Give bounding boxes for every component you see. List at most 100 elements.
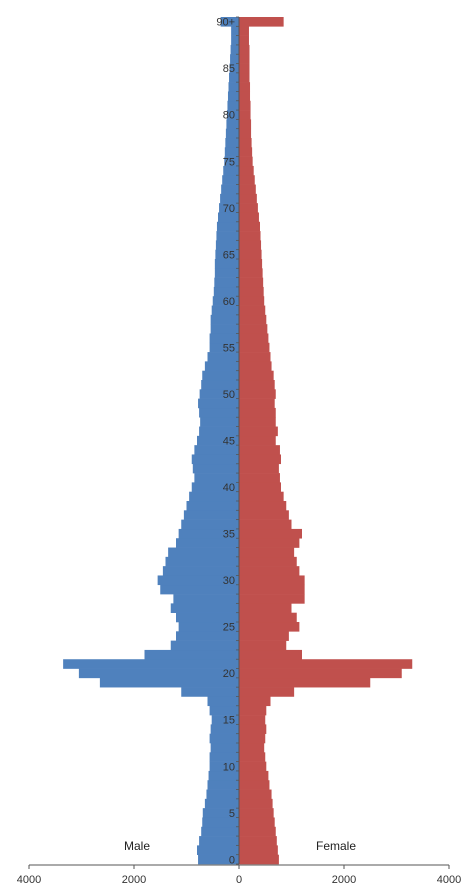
y-tick-label-55: 55 bbox=[223, 342, 235, 354]
male-bar-age-12 bbox=[210, 743, 239, 753]
female-bar-age-22 bbox=[239, 649, 302, 660]
female-bar-age-57 bbox=[239, 324, 268, 334]
male-bar-age-64 bbox=[214, 259, 239, 269]
male-bar-age-6 bbox=[204, 798, 240, 809]
male-bar-age-9 bbox=[208, 770, 239, 781]
female-bar-age-46 bbox=[239, 426, 278, 437]
male-bar-age-22 bbox=[144, 649, 239, 660]
male-bar-age-44 bbox=[194, 445, 240, 455]
male-bar-age-62 bbox=[214, 277, 239, 288]
male-bar-age-18 bbox=[181, 687, 239, 697]
female-bar-age-80 bbox=[239, 110, 251, 120]
male-bar-age-3 bbox=[201, 826, 239, 837]
male-bar-age-41 bbox=[194, 473, 240, 483]
y-tick-label-40: 40 bbox=[223, 482, 235, 494]
male-bar-age-69 bbox=[218, 212, 239, 223]
male-bar-age-89 bbox=[231, 26, 240, 36]
male-bar-age-73 bbox=[222, 175, 239, 185]
female-bar-age-6 bbox=[239, 798, 273, 809]
female-bar-age-7 bbox=[239, 789, 272, 800]
female-bar-age-23 bbox=[239, 640, 287, 651]
male-bar-age-4 bbox=[202, 817, 239, 828]
y-tick-label-65: 65 bbox=[223, 249, 235, 261]
female-bar-age-18 bbox=[239, 687, 295, 697]
y-tick-label-50: 50 bbox=[223, 389, 235, 401]
axes: 0 5 10 15 20 25 30 35 40 45 50 55 60 65 70 75 80 85 90+ 400… bbox=[17, 16, 461, 886]
female-bar-age-15 bbox=[239, 715, 266, 725]
female-bar-age-34 bbox=[239, 538, 300, 548]
male-bar-age-56 bbox=[209, 333, 239, 344]
male-bar-age-61 bbox=[213, 286, 239, 297]
female-bar-age-64 bbox=[239, 259, 263, 269]
female-bar-age-54 bbox=[239, 352, 271, 362]
male-bar-age-71 bbox=[220, 193, 239, 204]
female-bar-age-59 bbox=[239, 305, 266, 316]
y-tick-label-15: 15 bbox=[223, 715, 235, 727]
y-tick-label-45: 45 bbox=[223, 436, 235, 448]
female-bar-age-78 bbox=[239, 128, 252, 139]
male-bar-age-49 bbox=[198, 398, 239, 409]
female-bar-age-83 bbox=[239, 82, 251, 92]
male-bar-age-51 bbox=[201, 380, 239, 390]
female-bar-age-21 bbox=[239, 659, 413, 669]
male-bar-age-31 bbox=[162, 566, 240, 576]
female-bar-age-29 bbox=[239, 584, 305, 595]
male-bar-age-27 bbox=[170, 603, 239, 613]
x-tick-label: 2000 bbox=[122, 874, 146, 886]
male-bar-age-81 bbox=[227, 100, 239, 111]
female-bar-age-19 bbox=[239, 677, 371, 688]
male-bar-age-57 bbox=[210, 324, 239, 334]
female-bar-age-58 bbox=[239, 314, 267, 325]
male-bar-age-50 bbox=[199, 389, 240, 399]
female-bar-age-11 bbox=[239, 752, 266, 762]
female-bar-age-38 bbox=[239, 501, 287, 511]
legend-female-label: Female bbox=[316, 839, 356, 853]
male-bar-age-83 bbox=[228, 82, 239, 92]
female-bar-age-68 bbox=[239, 221, 260, 232]
female-bar-age-24 bbox=[239, 631, 289, 641]
y-tick-label-25: 25 bbox=[223, 622, 235, 634]
female-bar-age-14 bbox=[239, 724, 267, 734]
female-bar-age-55 bbox=[239, 342, 270, 353]
male-bar-age-34 bbox=[176, 538, 239, 548]
female-bar-age-9 bbox=[239, 770, 269, 781]
male-bar-age-42 bbox=[192, 463, 239, 474]
male-bar-age-1 bbox=[197, 845, 239, 855]
female-bar-age-49 bbox=[239, 398, 275, 409]
female-bar-age-39 bbox=[239, 491, 284, 502]
female-bar-age-30 bbox=[239, 575, 305, 586]
x-tick-label: 2000 bbox=[332, 874, 356, 886]
male-bar-age-60 bbox=[212, 296, 239, 306]
female-bar-age-0 bbox=[239, 854, 279, 865]
male-bar-age-77 bbox=[225, 138, 239, 148]
male-bar-age-45 bbox=[197, 435, 239, 446]
male-bar-age-58 bbox=[210, 314, 239, 325]
male-bar-age-32 bbox=[165, 556, 239, 567]
female-bar-age-47 bbox=[239, 417, 276, 427]
y-tick-label-90plus: 90+ bbox=[216, 17, 235, 29]
male-bar-age-53 bbox=[204, 361, 240, 371]
male-bar-age-30 bbox=[157, 575, 240, 586]
female-bar-age-72 bbox=[239, 184, 256, 195]
female-bar-age-5 bbox=[239, 808, 274, 818]
female-bar-age-41 bbox=[239, 473, 280, 483]
female-bar-age-85 bbox=[239, 63, 250, 74]
female-bar-age-4 bbox=[239, 817, 275, 828]
female-bar-age-63 bbox=[239, 268, 263, 278]
female-bar-age-87 bbox=[239, 44, 250, 55]
female-bar-age-52 bbox=[239, 370, 274, 381]
male-bar-age-14 bbox=[210, 724, 239, 734]
male-bar-age-29 bbox=[160, 584, 239, 595]
x-tick-label: 4000 bbox=[17, 874, 41, 886]
female-bar-age-28 bbox=[239, 594, 305, 604]
male-bar-age-67 bbox=[216, 231, 239, 241]
male-bar-age-59 bbox=[211, 305, 239, 316]
male-bar-age-15 bbox=[211, 715, 239, 725]
y-tick-label-0: 0 bbox=[229, 854, 235, 866]
female-bar-age-82 bbox=[239, 91, 251, 102]
male-bar-age-28 bbox=[173, 594, 240, 604]
y-tick-label-10: 10 bbox=[223, 761, 235, 773]
female-bar-age-67 bbox=[239, 231, 261, 241]
male-bar-age-74 bbox=[223, 165, 239, 176]
male-bar-age-55 bbox=[209, 342, 239, 353]
